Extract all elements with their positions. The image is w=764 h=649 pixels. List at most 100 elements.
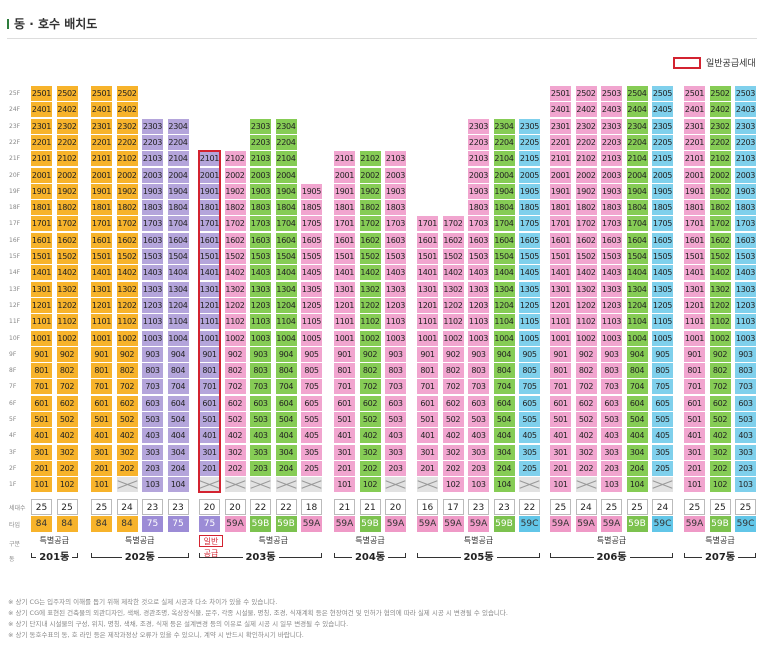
unit-cell[interactable]: 2301: [31, 118, 52, 134]
unit-cell[interactable]: 701: [334, 379, 355, 395]
unit-cell[interactable]: 1704: [167, 216, 189, 232]
unit-cell[interactable]: 1401: [684, 265, 705, 281]
unit-cell[interactable]: 602: [359, 395, 381, 411]
unit-cell[interactable]: 804: [493, 363, 515, 379]
unit-cell[interactable]: 502: [224, 412, 246, 427]
unit-cell[interactable]: 902: [56, 346, 78, 362]
unit-cell[interactable]: 1102: [575, 314, 597, 330]
unit-cell[interactable]: 604: [626, 395, 648, 411]
unit-cell[interactable]: 301: [550, 444, 571, 460]
unit-cell[interactable]: 1901: [91, 183, 112, 199]
unit-cell[interactable]: 201: [684, 460, 705, 476]
unit-cell[interactable]: 2405: [652, 102, 673, 118]
unit-cell[interactable]: 203: [735, 460, 756, 476]
unit-cell[interactable]: 1703: [142, 216, 163, 232]
unit-cell[interactable]: 1803: [735, 200, 756, 216]
unit-cell[interactable]: 1001: [199, 330, 220, 346]
unit-cell[interactable]: 2002: [709, 167, 731, 183]
unit-cell[interactable]: 305: [652, 444, 673, 460]
unit-cell[interactable]: 205: [301, 460, 322, 476]
unit-cell[interactable]: 2102: [575, 151, 597, 167]
unit-cell[interactable]: 501: [31, 412, 52, 427]
unit-cell[interactable]: 203: [601, 460, 622, 476]
unit-cell[interactable]: 2204: [493, 134, 515, 150]
unit-cell[interactable]: 1505: [301, 249, 322, 264]
unit-cell[interactable]: 2504: [626, 86, 648, 101]
unit-cell[interactable]: 2302: [709, 118, 731, 134]
unit-cell[interactable]: 1202: [442, 297, 464, 313]
unit-cell[interactable]: 903: [735, 346, 756, 362]
unit-cell[interactable]: 2002: [224, 167, 246, 183]
unit-cell[interactable]: 104: [626, 477, 648, 493]
unit-cell[interactable]: 2301: [550, 118, 571, 134]
unit-cell[interactable]: 603: [468, 395, 489, 411]
unit-cell[interactable]: 1403: [250, 265, 271, 281]
unit-cell[interactable]: 2201: [31, 134, 52, 150]
unit-cell[interactable]: 803: [385, 363, 406, 379]
unit-cell[interactable]: 1502: [575, 249, 597, 264]
unit-cell[interactable]: 1102: [56, 314, 78, 330]
unit-cell[interactable]: 503: [385, 412, 406, 427]
unit-cell[interactable]: 1501: [91, 249, 112, 264]
unit-cell[interactable]: 605: [519, 395, 540, 411]
unit-cell[interactable]: 1904: [167, 183, 189, 199]
unit-cell[interactable]: 1401: [91, 265, 112, 281]
unit-cell[interactable]: 2302: [116, 118, 138, 134]
unit-cell[interactable]: 2001: [550, 167, 571, 183]
unit-cell[interactable]: 1902: [359, 183, 381, 199]
unit-cell[interactable]: 2203: [142, 134, 163, 150]
unit-cell[interactable]: 905: [652, 346, 673, 362]
unit-cell[interactable]: 402: [709, 428, 731, 444]
unit-cell[interactable]: 1301: [199, 281, 220, 297]
unit-cell[interactable]: 2102: [224, 151, 246, 167]
unit-cell[interactable]: 1503: [468, 249, 489, 264]
unit-cell[interactable]: 903: [385, 346, 406, 362]
unit-cell[interactable]: 1601: [91, 232, 112, 248]
unit-cell[interactable]: 605: [301, 395, 322, 411]
unit-cell[interactable]: 2204: [275, 134, 297, 150]
unit-cell[interactable]: 705: [301, 379, 322, 395]
unit-cell[interactable]: 1802: [224, 200, 246, 216]
unit-cell[interactable]: 1501: [684, 249, 705, 264]
unit-cell[interactable]: 1603: [468, 232, 489, 248]
unit-cell[interactable]: 1101: [91, 314, 112, 330]
unit-cell[interactable]: 204: [167, 460, 189, 476]
unit-cell[interactable]: 1703: [601, 216, 622, 232]
unit-cell[interactable]: 2502: [116, 86, 138, 101]
unit-cell[interactable]: 401: [199, 428, 220, 444]
unit-cell[interactable]: 1901: [334, 183, 355, 199]
unit-cell[interactable]: 2101: [334, 151, 355, 167]
unit-cell[interactable]: 804: [275, 363, 297, 379]
unit-cell[interactable]: 2102: [116, 151, 138, 167]
unit-cell[interactable]: 1901: [31, 183, 52, 199]
unit-cell[interactable]: 1905: [652, 183, 673, 199]
unit-cell[interactable]: 2502: [709, 86, 731, 101]
unit-cell[interactable]: 902: [224, 346, 246, 362]
unit-cell[interactable]: 1502: [442, 249, 464, 264]
unit-cell[interactable]: 1902: [224, 183, 246, 199]
unit-cell[interactable]: 2303: [250, 118, 271, 134]
unit-cell[interactable]: 1301: [31, 281, 52, 297]
unit-cell[interactable]: 1201: [334, 297, 355, 313]
unit-cell[interactable]: 603: [385, 395, 406, 411]
unit-cell[interactable]: 502: [575, 412, 597, 427]
unit-cell[interactable]: 1903: [468, 183, 489, 199]
unit-cell[interactable]: 601: [550, 395, 571, 411]
unit-cell[interactable]: 701: [199, 379, 220, 395]
unit-cell[interactable]: 402: [116, 428, 138, 444]
unit-cell[interactable]: 1401: [550, 265, 571, 281]
unit-cell[interactable]: 502: [442, 412, 464, 427]
unit-cell[interactable]: 103: [601, 477, 622, 493]
unit-cell[interactable]: 1102: [224, 314, 246, 330]
unit-cell[interactable]: 203: [385, 460, 406, 476]
unit-cell[interactable]: 1802: [359, 200, 381, 216]
unit-cell[interactable]: 801: [199, 363, 220, 379]
unit-cell[interactable]: 402: [56, 428, 78, 444]
unit-cell[interactable]: 303: [735, 444, 756, 460]
unit-cell[interactable]: 2203: [601, 134, 622, 150]
unit-cell[interactable]: 704: [626, 379, 648, 395]
unit-cell[interactable]: 1003: [601, 330, 622, 346]
unit-cell[interactable]: 1305: [301, 281, 322, 297]
unit-cell[interactable]: 502: [359, 412, 381, 427]
unit-cell[interactable]: 2003: [142, 167, 163, 183]
